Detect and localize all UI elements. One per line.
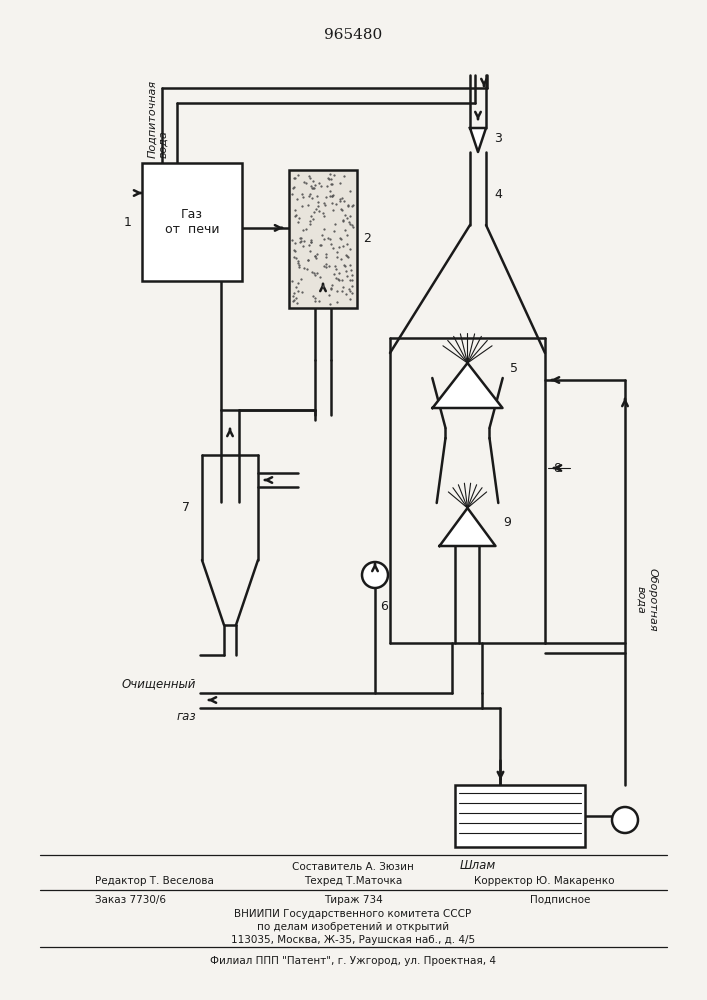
Text: Оборотная
вода: Оборотная вода (636, 568, 658, 632)
Text: Газ
от  печи: Газ от печи (165, 208, 219, 236)
Text: ВНИИПИ Государственного комитета СССР: ВНИИПИ Государственного комитета СССР (235, 909, 472, 919)
Circle shape (612, 807, 638, 833)
Text: 9: 9 (503, 516, 511, 530)
Bar (455, 785, 585, 847)
Text: Подписное: Подписное (530, 895, 590, 905)
Text: Шлам: Шлам (460, 859, 496, 872)
Text: Подпиточная
вода: Подпиточная вода (147, 80, 168, 158)
Polygon shape (440, 508, 496, 546)
Text: 4: 4 (494, 188, 502, 202)
Text: Очищенный: Очищенный (122, 677, 196, 690)
Text: 8: 8 (553, 462, 561, 475)
Text: Заказ 7730/6: Заказ 7730/6 (95, 895, 166, 905)
Text: Корректор Ю. Макаренко: Корректор Ю. Макаренко (474, 876, 615, 886)
Bar (142, 163, 242, 281)
Text: Редактор Т. Веселова: Редактор Т. Веселова (95, 876, 214, 886)
Polygon shape (433, 363, 503, 408)
Text: Филиал ППП "Патент", г. Ужгород, ул. Проектная, 4: Филиал ППП "Патент", г. Ужгород, ул. Про… (210, 956, 496, 966)
Text: 3: 3 (494, 131, 502, 144)
Circle shape (362, 562, 388, 588)
Text: Составитель А. Зюзин: Составитель А. Зюзин (292, 862, 414, 872)
Text: 2: 2 (363, 232, 371, 245)
Text: 7: 7 (182, 501, 190, 514)
Text: 113035, Москва, Ж-35, Раушская наб., д. 4/5: 113035, Москва, Ж-35, Раушская наб., д. … (231, 935, 475, 945)
Text: 1: 1 (124, 216, 132, 229)
Text: по делам изобретений и открытий: по делам изобретений и открытий (257, 922, 449, 932)
Text: Тираж 734: Тираж 734 (324, 895, 382, 905)
Text: 965480: 965480 (324, 28, 382, 42)
Text: газ: газ (176, 710, 196, 723)
Polygon shape (470, 128, 486, 152)
Bar (289, 170, 357, 308)
Text: 6: 6 (380, 600, 388, 613)
Text: 5: 5 (510, 361, 518, 374)
Text: Техред Т.Маточка: Техред Т.Маточка (304, 876, 402, 886)
